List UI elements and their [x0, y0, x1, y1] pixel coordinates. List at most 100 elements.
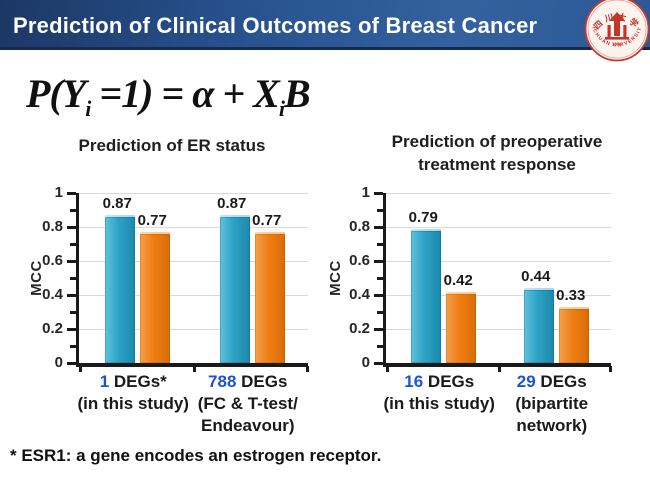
category-label-subline: (FC & T-test/ [197, 394, 298, 413]
formula-part: B [283, 71, 311, 116]
gridline [79, 329, 308, 330]
gridline [386, 329, 611, 330]
bar-teal-group-1 [105, 215, 136, 363]
x-axis-tick [306, 366, 309, 372]
x-axis-tick [609, 366, 612, 372]
bar-value-label: 0.87 [217, 195, 247, 213]
y-axis-tick [377, 208, 383, 212]
deg-count: 29 [516, 372, 536, 391]
y-tick-label: 0.6 [42, 252, 63, 269]
y-axis-tick [374, 191, 383, 195]
bar-teal-group-2 [219, 215, 250, 363]
footnote: * ESR1: a gene encodes an estrogen recep… [10, 446, 382, 465]
gridline [79, 261, 308, 262]
category-label-line1: 788 DEGs [163, 371, 333, 393]
bar-value-label: 0.33 [556, 286, 586, 304]
bar-value-label: 0.77 [137, 212, 167, 230]
chart-title: Prediction of ER status [47, 134, 297, 157]
bar-teal-group-2 [523, 288, 554, 363]
x-axis-tick [79, 366, 82, 372]
gridline [79, 227, 308, 228]
y-axis-tick [67, 293, 76, 297]
y-tick-label: 0.2 [349, 320, 370, 337]
chart-title-line: treatment response [418, 155, 576, 174]
deg-text: DEGs [423, 372, 475, 391]
gridline [386, 193, 611, 194]
deg-text: DEGs* [109, 372, 167, 391]
bar-orange-group-2 [558, 306, 589, 363]
chart-title-line: Prediction of ER status [78, 136, 266, 155]
bar-value-label: 0.79 [408, 208, 438, 226]
gridline [386, 261, 611, 262]
bar-teal-group-1 [411, 228, 442, 363]
y-axis-tick [67, 259, 76, 263]
y-tick-label: 0.2 [42, 320, 63, 337]
gridline [386, 227, 611, 228]
category-label: 1 DEGs* (in this study) [48, 371, 218, 415]
y-tick-label: 1 [54, 184, 63, 201]
bar-orange-group-1 [446, 291, 477, 363]
y-axis-tick [70, 310, 76, 314]
bar-orange-group-1 [140, 232, 171, 363]
bar-value-label: 0.42 [443, 271, 473, 289]
category-label-line1: 1 DEGs* [48, 371, 218, 393]
y-axis-tick [70, 276, 76, 280]
y-axis-tick [70, 208, 76, 212]
category-label-subline: Endeavour) [200, 416, 295, 435]
deg-text: DEGs [236, 372, 288, 391]
chart-title: Prediction of preoperative treatment resp… [372, 130, 622, 176]
y-tick-label: 0.8 [349, 218, 370, 235]
formula-part: P(Y [26, 71, 86, 116]
bar-value-label: 0.44 [521, 268, 551, 286]
formula-subscript: i [85, 96, 91, 121]
formula-subscript: i [278, 96, 285, 121]
y-axis-tick [377, 310, 383, 314]
y-axis-tick [377, 242, 383, 246]
y-tick-label: 1 [361, 184, 370, 201]
bar-value-label: 0.77 [252, 212, 282, 230]
y-axis-tick [67, 327, 76, 331]
gridline [386, 295, 611, 296]
category-label-subline: (in this study) [77, 394, 189, 413]
y-axis-tick [374, 259, 383, 263]
deg-text: DEGs [535, 372, 587, 391]
x-axis-tick [192, 366, 196, 372]
y-tick-label: 0 [54, 354, 63, 371]
y-axis-tick [67, 225, 76, 229]
x-axis-tick [497, 366, 501, 372]
slide-title: Prediction of Clinical Outcomes of Breas… [13, 13, 538, 38]
y-tick-label: 0.6 [349, 252, 370, 269]
plot-area [374, 191, 612, 372]
category-label: 788 DEGs (FC & T-test/Endeavour) [163, 371, 333, 437]
category-label: 29 DEGs (bipartite network) [467, 371, 637, 437]
logo-tower-emblem [605, 12, 629, 40]
y-axis-tick [374, 225, 383, 229]
plot-area [67, 191, 309, 372]
gridline [79, 295, 308, 296]
x-axis-tick [386, 366, 389, 372]
y-axis-tick [374, 361, 383, 365]
y-tick-label: 0 [361, 354, 370, 371]
y-axis-tick [374, 293, 383, 297]
category-label: 16 DEGs (in this study) [354, 371, 524, 415]
y-axis-label: MCC [327, 260, 344, 296]
category-label-line1: 16 DEGs [354, 371, 524, 393]
deg-count: 16 [404, 372, 424, 391]
category-label-line1: 29 DEGs [467, 371, 637, 393]
title-bar: Prediction of Clinical Outcomes of Breas… [0, 0, 650, 50]
deg-count: 1 [99, 372, 110, 391]
university-seal-icon: 四川大学 SICHUAN UNIVERSITY 1896 [582, 0, 650, 62]
chart-title-line: Prediction of preoperative [391, 132, 603, 151]
y-axis-tick [67, 361, 76, 365]
y-axis-tick [67, 191, 76, 195]
y-axis-tick [374, 327, 383, 331]
deg-count: 788 [208, 372, 237, 391]
bar-orange-group-2 [254, 232, 285, 363]
category-label-subline: (in this study) [383, 394, 495, 413]
y-axis-tick [377, 276, 383, 280]
y-tick-label: 0.4 [42, 286, 63, 303]
category-label-subline: network) [516, 416, 588, 435]
